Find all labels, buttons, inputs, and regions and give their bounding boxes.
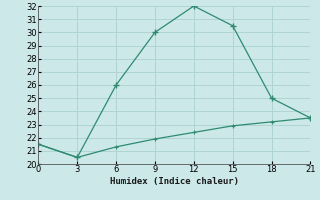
X-axis label: Humidex (Indice chaleur): Humidex (Indice chaleur) (110, 177, 239, 186)
